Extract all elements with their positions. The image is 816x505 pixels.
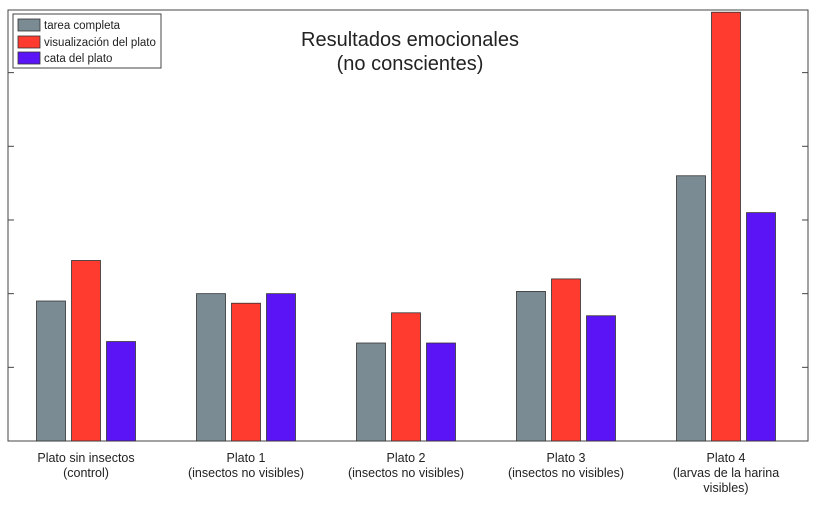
x-category-label-5-line-2: (larvas de la harina	[673, 466, 779, 480]
x-category-label-1: Plato sin insectos (control)	[37, 451, 134, 480]
chart-title-line-1: Resultados emocionales	[301, 29, 519, 51]
bar-cat3-series2	[391, 312, 421, 442]
bar-cat5-series3	[746, 212, 776, 442]
bar-cat2-series2	[231, 302, 261, 442]
x-category-label-1-line-1: Plato sin insectos	[37, 451, 134, 465]
x-category-label-4-line-2: (insectos no visibles)	[508, 466, 624, 480]
bar-cat4-series2	[551, 278, 581, 442]
x-category-label-3-line-1: Plato 2	[387, 451, 426, 465]
legend-label-tarea-completa: tarea completa	[44, 20, 121, 32]
x-category-label-4: Plato 3 (insectos no visibles)	[508, 451, 624, 480]
legend-swatch-tarea-completa	[17, 18, 41, 32]
bar-cat2-series3	[266, 293, 296, 442]
legend-swatch-cata-del-plato	[17, 51, 41, 65]
bar-cat5-series1	[676, 175, 706, 442]
legend-swatch-visualizacion-del-plato	[17, 35, 41, 49]
bar-cat3-series1	[356, 342, 386, 442]
x-category-label-3: Plato 2 (insectos no visibles)	[348, 451, 464, 480]
bar-cat4-series1	[516, 291, 546, 442]
legend-label-cata-del-plato: cata del plato	[44, 53, 112, 65]
bar-groups	[36, 11, 776, 442]
bar-cat1-series1	[36, 300, 66, 442]
x-category-label-3-line-2: (insectos no visibles)	[348, 466, 464, 480]
x-category-label-5: Plato 4 (larvas de la harina visibles)	[673, 451, 779, 495]
y-axis-ticks	[8, 72, 808, 368]
x-category-label-5-line-1: Plato 4	[707, 451, 746, 465]
x-category-label-5-line-3: visibles)	[703, 481, 748, 495]
x-category-label-2-line-1: Plato 1	[227, 451, 266, 465]
x-category-label-4-line-1: Plato 3	[547, 451, 586, 465]
bar-cat5-series2	[711, 11, 741, 442]
legend: tarea completa visualización del plato c…	[12, 13, 162, 69]
x-category-label-1-line-2: (control)	[63, 466, 109, 480]
bar-cat4-series3	[586, 315, 616, 442]
x-axis-category-labels: Plato sin insectos (control)Plato 1 (insec…	[37, 451, 779, 495]
chart-title-line-2: (no conscientes)	[337, 53, 484, 75]
bar-cat3-series3	[426, 342, 456, 442]
x-category-label-2-line-2: (insectos no visibles)	[188, 466, 304, 480]
bar-cat1-series2	[71, 260, 101, 442]
bar-cat1-series3	[106, 341, 136, 442]
bar-cat2-series1	[196, 293, 226, 442]
legend-label-visualizacion-del-plato: visualización del plato	[44, 37, 156, 49]
x-category-label-2: Plato 1 (insectos no visibles)	[188, 451, 304, 480]
